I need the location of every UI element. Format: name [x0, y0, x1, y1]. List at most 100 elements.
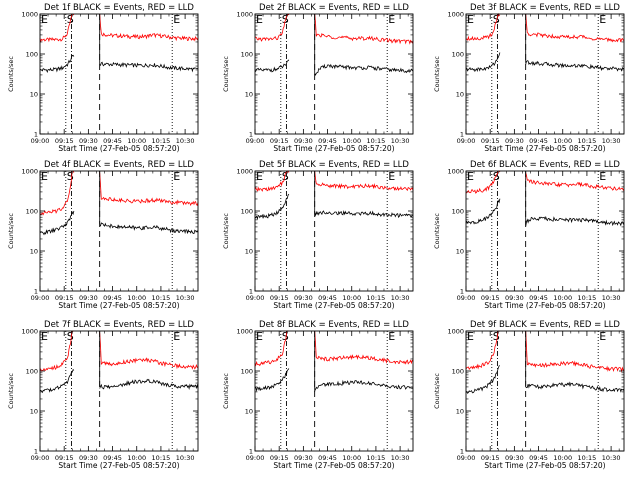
- x-tick-label: 10:00: [127, 137, 146, 145]
- x-axis-label: Start Time (27-Feb-05 08:57:20): [58, 461, 179, 470]
- chart-title: Det 9f BLACK = Events, RED = LLD: [470, 320, 620, 330]
- y-axis-label: Counts/sec: [7, 213, 15, 249]
- marker-label: S: [493, 330, 500, 343]
- chart-title: Det 7f BLACK = Events, RED = LLD: [44, 320, 194, 330]
- x-tick-label: 09:45: [103, 454, 122, 462]
- x-tick-label: 10:15: [152, 454, 171, 462]
- x-tick-label: 10:00: [127, 454, 146, 462]
- marker-label: E: [467, 330, 474, 343]
- x-tick-label: 10:00: [342, 137, 361, 145]
- y-axis-label: Counts/sec: [7, 56, 15, 92]
- y-tick-label: 10: [245, 91, 253, 99]
- x-tick-label: 10:00: [127, 294, 146, 302]
- y-tick-label: 10: [456, 408, 464, 416]
- y-tick-label: 1: [34, 131, 38, 139]
- x-tick-label: 10:30: [176, 454, 195, 462]
- y-tick-label: 1000: [236, 168, 253, 176]
- x-tick-label: 09:45: [529, 137, 548, 145]
- x-tick-label: 10:30: [602, 137, 621, 145]
- y-tick-label: 100: [452, 51, 464, 59]
- x-tick-label: 10:15: [578, 294, 597, 302]
- marker-label: E: [41, 13, 48, 26]
- x-tick-label: 10:15: [367, 294, 386, 302]
- x-tick-label: 10:00: [342, 454, 361, 462]
- x-tick-label: 09:00: [457, 294, 476, 302]
- x-tick-label: 09:45: [103, 294, 122, 302]
- x-tick-label: 10:00: [553, 137, 572, 145]
- marker-label: S: [67, 330, 74, 343]
- x-tick-label: 10:00: [553, 454, 572, 462]
- marker-label: E: [41, 330, 48, 343]
- x-tick-label: 09:00: [246, 454, 265, 462]
- x-tick-label: 09:45: [318, 137, 337, 145]
- events-series-line: [465, 14, 625, 73]
- x-tick-label: 09:00: [246, 294, 265, 302]
- y-tick-label: 10: [30, 91, 38, 99]
- marker-label: E: [173, 330, 180, 343]
- plot-frame: [254, 13, 414, 135]
- y-axis-label: Counts/sec: [433, 373, 441, 409]
- y-tick-label: 100: [241, 208, 253, 216]
- chart-title: Det 6f BLACK = Events, RED = LLD: [470, 160, 620, 170]
- x-tick-label: 10:15: [152, 294, 171, 302]
- events-series-line: [254, 331, 414, 393]
- x-axis-label: Start Time (27-Feb-05 08:57:20): [58, 301, 179, 310]
- marker-label: E: [599, 330, 606, 343]
- marker-label: E: [41, 170, 48, 183]
- x-axis-label: Start Time (27-Feb-05 08:57:20): [273, 301, 394, 310]
- y-tick-label: 100: [241, 51, 253, 59]
- marker-label: S: [282, 170, 289, 183]
- x-tick-label: 09:15: [481, 294, 500, 302]
- x-tick-label: 09:00: [31, 454, 50, 462]
- y-tick-label: 1000: [447, 328, 464, 336]
- marker-label: E: [173, 13, 180, 26]
- x-tick-label: 09:30: [505, 137, 524, 145]
- x-tick-label: 09:30: [294, 137, 313, 145]
- chart-title: Det 2f BLACK = Events, RED = LLD: [259, 3, 409, 13]
- y-tick-label: 100: [452, 368, 464, 376]
- marker-label: S: [282, 13, 289, 26]
- x-tick-label: 10:30: [176, 137, 195, 145]
- y-axis-label: Counts/sec: [433, 213, 441, 249]
- x-tick-label: 09:00: [246, 137, 265, 145]
- y-tick-label: 100: [26, 51, 38, 59]
- x-tick-label: 09:00: [31, 137, 50, 145]
- x-tick-label: 09:15: [481, 137, 500, 145]
- x-tick-label: 09:15: [481, 454, 500, 462]
- x-tick-label: 10:15: [152, 137, 171, 145]
- x-tick-label: 09:30: [79, 137, 98, 145]
- events-series-line: [254, 171, 414, 221]
- x-tick-label: 10:30: [602, 294, 621, 302]
- x-tick-label: 09:15: [55, 454, 74, 462]
- y-tick-label: 100: [452, 208, 464, 216]
- y-axis-label: Counts/sec: [433, 56, 441, 92]
- y-tick-label: 10: [245, 248, 253, 256]
- marker-label: S: [282, 330, 289, 343]
- marker-label: E: [388, 170, 395, 183]
- x-axis-label: Start Time (27-Feb-05 08:57:20): [484, 461, 605, 470]
- events-series-line: [39, 14, 199, 74]
- x-axis-label: Start Time (27-Feb-05 08:57:20): [273, 144, 394, 153]
- events-series-line: [254, 14, 414, 76]
- plot-frame: [39, 330, 199, 452]
- y-tick-label: 1: [34, 288, 38, 296]
- chart-title: Det 4f BLACK = Events, RED = LLD: [44, 160, 194, 170]
- y-tick-label: 10: [456, 91, 464, 99]
- y-axis-label: Counts/sec: [7, 373, 15, 409]
- y-tick-label: 10: [245, 408, 253, 416]
- x-tick-label: 09:00: [457, 454, 476, 462]
- x-tick-label: 10:30: [391, 294, 410, 302]
- x-tick-label: 09:45: [318, 294, 337, 302]
- y-tick-label: 100: [26, 368, 38, 376]
- x-tick-label: 10:15: [367, 137, 386, 145]
- marker-label: S: [493, 13, 500, 26]
- x-tick-label: 09:30: [294, 294, 313, 302]
- x-axis-label: Start Time (27-Feb-05 08:57:20): [58, 144, 179, 153]
- y-tick-label: 1000: [21, 168, 38, 176]
- x-tick-label: 10:30: [602, 454, 621, 462]
- x-tick-label: 09:30: [294, 454, 313, 462]
